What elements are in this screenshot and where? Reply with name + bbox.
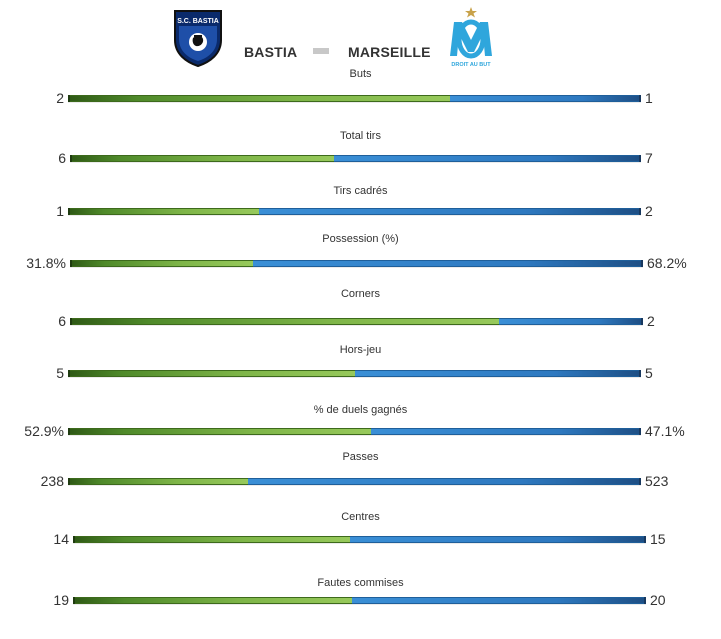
stat-label: Passes <box>342 451 379 463</box>
svg-text:DROIT AU BUT: DROIT AU BUT <box>451 62 491 68</box>
bar-left-cap <box>70 318 72 325</box>
bar-left-cap <box>70 260 72 267</box>
stat-home-value: 1 <box>56 203 64 219</box>
stat-label: Total tirs <box>340 130 381 142</box>
home-team-name: BASTIA <box>244 44 298 60</box>
om-crest-icon: DROIT AU BUT <box>450 7 492 68</box>
bar-right-cap <box>639 428 641 435</box>
stat-comparison-bar <box>70 318 643 325</box>
stat-comparison-bar <box>68 370 641 377</box>
stat-home-value: 6 <box>58 150 66 166</box>
stat-comparison-bar <box>68 478 641 485</box>
stat-label: Possession (%) <box>322 233 399 245</box>
stat-label: % de duels gagnés <box>313 404 408 416</box>
stat-away-value: 15 <box>650 531 666 547</box>
stat-home-value: 31.8% <box>26 255 66 271</box>
stat-home-value: 52.9% <box>24 423 64 439</box>
stat-away-value: 523 <box>645 473 669 489</box>
stat-label: Centres <box>341 511 380 523</box>
bar-left-cap <box>70 155 72 162</box>
stat-away-value: 2 <box>645 203 653 219</box>
home-share-bar <box>72 155 334 162</box>
bar-right-cap <box>639 478 641 485</box>
home-share-bar <box>70 478 249 485</box>
stat-comparison-bar <box>68 95 641 102</box>
stat-home-value: 5 <box>56 365 64 381</box>
home-share-bar <box>75 597 353 604</box>
bar-right-cap <box>641 260 643 267</box>
stat-away-value: 47.1% <box>645 423 685 439</box>
stat-home-value: 19 <box>53 592 69 608</box>
stat-home-value: 6 <box>58 313 66 329</box>
stat-comparison-bar <box>73 536 646 543</box>
bar-right-cap <box>639 95 641 102</box>
sc-bastia-crest-icon: S.C. BASTIA <box>174 10 222 68</box>
home-share-bar <box>70 95 450 102</box>
stat-away-value: 68.2% <box>647 255 687 271</box>
away-share-bar <box>371 428 639 435</box>
bar-left-cap <box>73 597 75 604</box>
home-share-bar <box>70 208 260 215</box>
bar-left-cap <box>68 208 70 215</box>
home-share-bar <box>70 370 355 377</box>
stat-home-value: 238 <box>40 473 64 489</box>
stat-comparison-bar <box>70 155 641 162</box>
bar-left-cap <box>68 370 70 377</box>
home-share-bar <box>70 428 371 435</box>
stat-label: Tirs cadrés <box>333 185 388 197</box>
match-header: S.C. BASTIA BASTIA MARSEILLE DROIT AU BU… <box>0 0 721 70</box>
bar-right-cap <box>644 536 646 543</box>
bar-right-cap <box>641 318 643 325</box>
stat-label: Hors-jeu <box>339 344 382 356</box>
stat-comparison-bar <box>73 597 646 604</box>
away-share-bar <box>449 95 639 102</box>
home-share-bar <box>72 260 253 267</box>
away-team-name: MARSEILLE <box>348 44 431 60</box>
svg-text:S.C. BASTIA: S.C. BASTIA <box>177 18 219 25</box>
bar-left-cap <box>73 536 75 543</box>
stat-home-value: 2 <box>56 90 64 106</box>
away-share-bar <box>498 318 641 325</box>
stat-label: Fautes commises <box>317 577 404 589</box>
away-share-bar <box>352 597 644 604</box>
versus-separator <box>313 48 329 54</box>
stat-comparison-bar <box>68 428 641 435</box>
stat-away-value: 20 <box>650 592 666 608</box>
away-share-bar <box>349 536 644 543</box>
away-share-bar <box>333 155 639 162</box>
home-share-bar <box>72 318 499 325</box>
home-share-bar <box>75 536 350 543</box>
bar-right-cap <box>644 597 646 604</box>
stat-away-value: 5 <box>645 365 653 381</box>
bar-right-cap <box>639 370 641 377</box>
stat-comparison-bar <box>70 260 643 267</box>
stat-away-value: 1 <box>645 90 653 106</box>
bar-left-cap <box>68 428 70 435</box>
stat-home-value: 14 <box>53 531 69 547</box>
bar-right-cap <box>639 155 641 162</box>
stat-comparison-bar <box>68 208 641 215</box>
bar-left-cap <box>68 478 70 485</box>
away-share-bar <box>248 478 639 485</box>
away-share-bar <box>354 370 639 377</box>
away-share-bar <box>252 260 641 267</box>
stat-away-value: 2 <box>647 313 655 329</box>
stat-label: Buts <box>349 68 372 80</box>
bar-right-cap <box>639 208 641 215</box>
away-share-bar <box>259 208 639 215</box>
bar-left-cap <box>68 95 70 102</box>
stat-away-value: 7 <box>645 150 653 166</box>
stat-label: Corners <box>340 288 381 300</box>
